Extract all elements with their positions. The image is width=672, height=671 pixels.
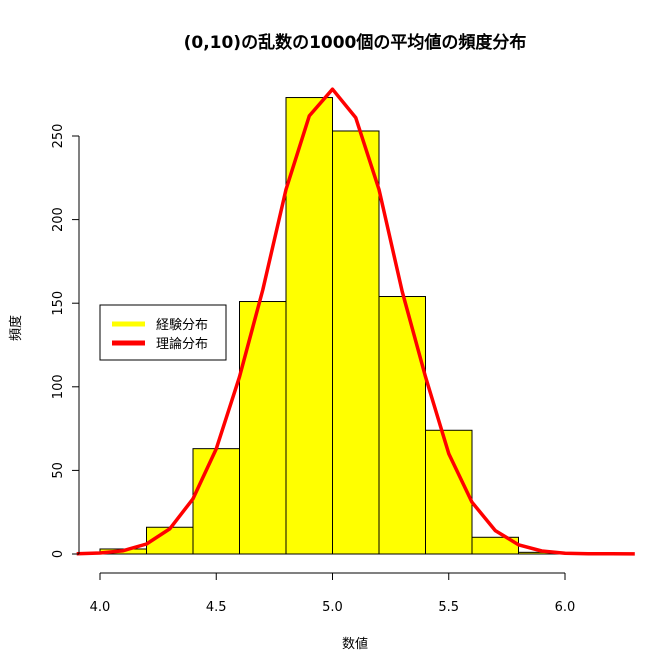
histogram-bar-3 — [239, 301, 287, 555]
y-tick-label: 100 — [51, 374, 66, 399]
x-axis-label: 数値 — [342, 636, 368, 652]
histogram-bar-2 — [192, 448, 240, 555]
legend-label-empirical: 経験分布 — [156, 318, 208, 333]
y-axis: 0 50 100 150 200 250 — [51, 124, 80, 558]
legend-box — [99, 304, 227, 361]
x-tick-label: 5.5 — [438, 600, 459, 615]
histogram-bar-6 — [378, 296, 426, 555]
y-tick-label: 0 — [51, 550, 66, 558]
chart-title: (0,10)の乱数の1000個の平均値の頻度分布 — [184, 32, 527, 53]
y-tick-label: 50 — [51, 462, 66, 479]
histogram-bar-5 — [332, 130, 380, 555]
x-tick-label: 4.5 — [206, 600, 227, 615]
legend-label-theoretical: 理論分布 — [156, 336, 208, 352]
x-axis: 4.0 4.5 5.0 5.5 6.0 — [90, 572, 576, 615]
y-axis-label: 頻度 — [8, 315, 24, 341]
x-tick-label: 5.0 — [322, 600, 343, 615]
x-tick-label: 4.0 — [90, 600, 111, 615]
y-tick-label: 200 — [51, 207, 66, 232]
theoretical-distribution-line — [76, 87, 635, 556]
x-tick-label: 6.0 — [555, 600, 576, 615]
y-tick-label: 150 — [51, 291, 66, 316]
y-tick-label: 250 — [51, 124, 66, 149]
theoretical-curve — [76, 87, 635, 556]
legend: 経験分布 理論分布 — [99, 304, 227, 361]
